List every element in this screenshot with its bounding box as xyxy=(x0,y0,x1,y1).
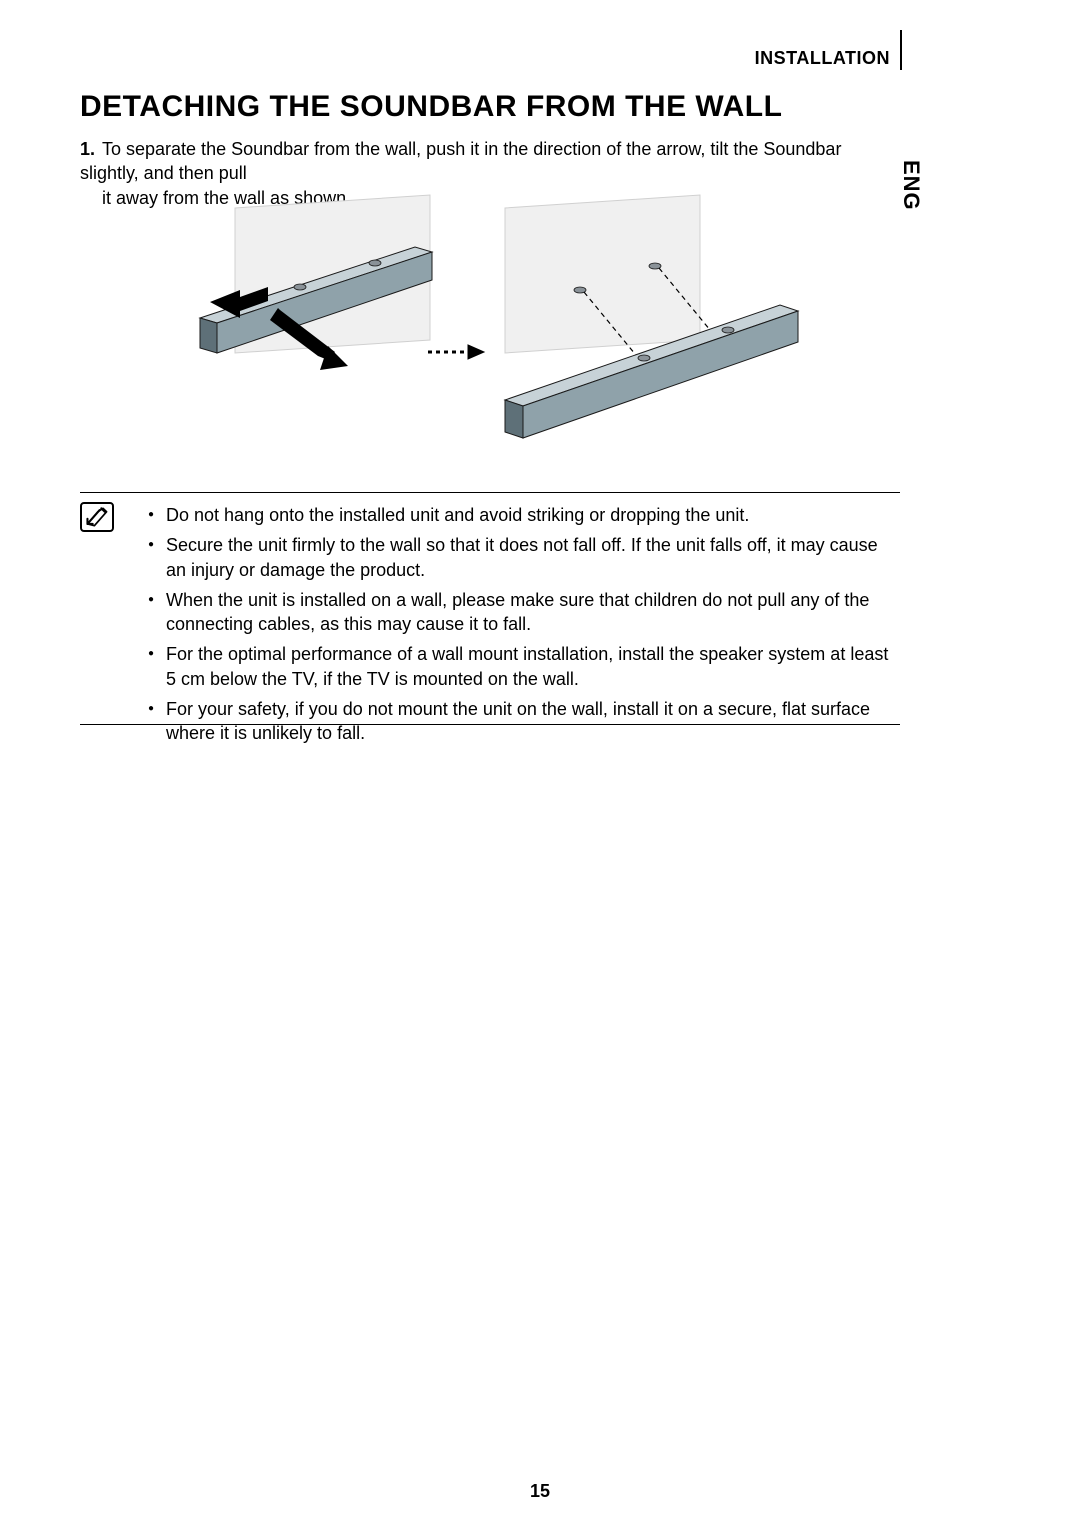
note-item: For the optimal performance of a wall mo… xyxy=(148,642,900,691)
step-number: 1. xyxy=(80,137,102,161)
language-tab: ENG xyxy=(898,160,924,211)
note-icon xyxy=(80,502,114,532)
notes-rule-bottom xyxy=(80,724,900,725)
soundbar-left-side xyxy=(200,318,217,353)
transition-arrow xyxy=(428,345,484,359)
page-number: 15 xyxy=(0,1481,1080,1502)
note-item: For your safety, if you do not mount the… xyxy=(148,697,900,746)
note-item: Secure the unit firmly to the wall so th… xyxy=(148,533,900,582)
safety-notes: Do not hang onto the installed unit and … xyxy=(148,503,900,752)
note-item: Do not hang onto the installed unit and … xyxy=(148,503,900,527)
page-title: DETACHING THE SOUNDBAR FROM THE WALL xyxy=(80,90,782,124)
soundbar-right-side xyxy=(505,400,523,438)
step-text-line1: To separate the Soundbar from the wall, … xyxy=(80,139,841,183)
wall-panel-right xyxy=(505,195,700,353)
detach-diagram xyxy=(170,190,840,480)
note-item: When the unit is installed on a wall, pl… xyxy=(148,588,900,637)
header-divider xyxy=(900,30,902,70)
notes-rule-top xyxy=(80,492,900,493)
section-label: INSTALLATION xyxy=(755,48,890,69)
